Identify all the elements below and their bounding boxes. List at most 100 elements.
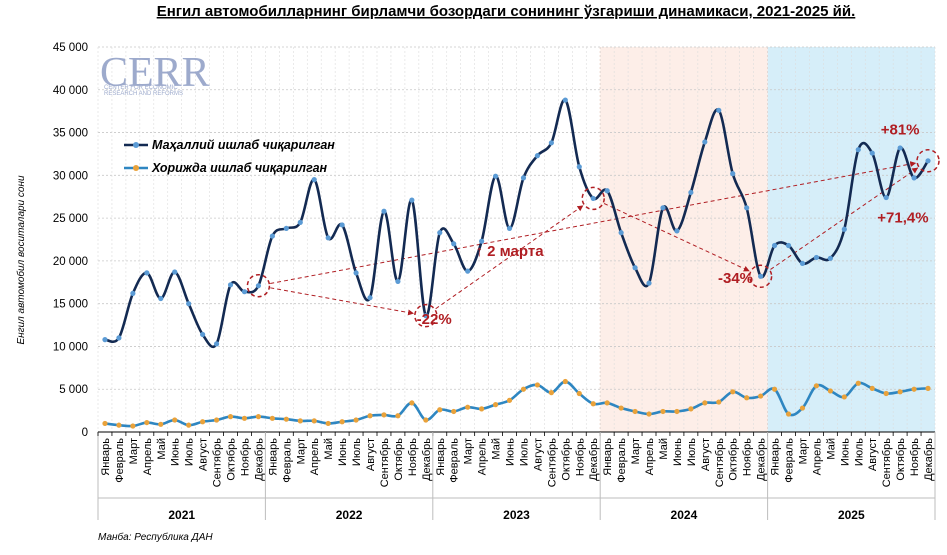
- data-point-series-0: [241, 289, 248, 295]
- x-tick-label: Март: [463, 438, 475, 464]
- y-tick-label: 25 000: [53, 213, 88, 225]
- x-tick-label: Сентябрь: [546, 438, 558, 488]
- x-tick-label: Апрель: [309, 438, 321, 476]
- y-tick-label: 45 000: [53, 42, 88, 54]
- data-point-series-1: [381, 412, 387, 418]
- data-point-series-0: [200, 331, 206, 338]
- data-point-series-0: [381, 208, 387, 214]
- x-tick-label: Декабрь: [756, 438, 768, 481]
- legend-marker-local: [133, 142, 139, 148]
- x-tick-label: Июнь: [505, 438, 517, 466]
- x-tick-label: Август: [198, 438, 210, 471]
- data-point-series-0: [506, 225, 513, 231]
- data-point-series-0: [799, 260, 806, 267]
- data-point-series-0: [311, 177, 317, 183]
- year-label: 2021: [168, 508, 195, 522]
- y-tick-label: 5 000: [59, 384, 88, 396]
- x-tick-label: Декабрь: [421, 438, 433, 481]
- data-point-series-1: [283, 416, 289, 422]
- x-tick-label: Июнь: [170, 438, 182, 466]
- data-point-series-0: [186, 301, 192, 307]
- data-point-series-0: [353, 270, 359, 276]
- data-point-series-0: [492, 173, 499, 179]
- data-point-series-0: [269, 233, 275, 239]
- data-point-series-0: [841, 226, 847, 232]
- data-point-series-0: [213, 341, 220, 347]
- y-tick-label: 30 000: [53, 170, 88, 182]
- x-tick-label: Декабрь: [923, 438, 935, 481]
- data-point-series-0: [813, 254, 820, 261]
- data-point-series-1: [158, 421, 164, 427]
- x-tick-label: Февраль: [114, 438, 126, 483]
- logo-subtext-2: RESEARCH AND REFORMS: [104, 91, 183, 97]
- x-tick-label: Январь: [100, 438, 112, 476]
- data-point-series-0: [674, 228, 680, 234]
- data-point-series-1: [869, 385, 875, 391]
- x-tick-label: Май: [156, 438, 168, 460]
- x-tick-label: Январь: [267, 438, 279, 476]
- data-point-series-1: [186, 422, 192, 428]
- x-tick-label: Апрель: [811, 438, 823, 476]
- x-tick-label: Ноябрь: [742, 438, 754, 476]
- logo-subtext-1: CENTER FOR ECONOMIC: [104, 85, 178, 91]
- data-point-series-0: [116, 335, 122, 341]
- data-point-series-1: [297, 418, 303, 424]
- x-tick-label: Август: [700, 438, 712, 471]
- source-note: Манба: Республика ДАН: [98, 531, 213, 543]
- x-tick-label: Май: [491, 438, 503, 460]
- x-tick-label: Ноябрь: [574, 438, 586, 476]
- data-point-series-1: [925, 385, 931, 391]
- data-point-series-1: [799, 405, 806, 411]
- legend-label-local: Маҳаллий ишлаб чиқарилган: [152, 138, 335, 152]
- data-point-series-1: [660, 408, 666, 415]
- x-tick-label: Июнь: [672, 438, 684, 466]
- x-tick-label: Июнь: [839, 438, 851, 466]
- data-point-series-0: [604, 188, 610, 194]
- data-point-series-1: [144, 419, 150, 426]
- annotation-circles: [246, 149, 940, 328]
- annotation-circle: [246, 273, 271, 298]
- data-point-series-1: [520, 386, 527, 392]
- data-point-series-1: [325, 420, 331, 427]
- annotation-label: ↑ 2 марта: [475, 243, 544, 260]
- x-tick-label: Май: [658, 438, 670, 460]
- data-point-series-0: [479, 238, 485, 244]
- data-point-series-1: [576, 390, 582, 397]
- y-tick-label: 10 000: [53, 341, 88, 353]
- data-point-series-1: [395, 413, 401, 419]
- x-tick-label: Май: [825, 438, 837, 460]
- data-point-series-1: [311, 418, 317, 424]
- axes: 0 5 000 10 000 15 000 20 000 25 000 30 000 35 0…: [53, 42, 936, 522]
- x-tick-label: Март: [295, 438, 307, 464]
- data-point-series-0: [702, 139, 708, 145]
- annotation-circle: [414, 303, 438, 328]
- data-point-series-1: [213, 417, 220, 423]
- data-point-series-0: [395, 278, 401, 285]
- data-point-series-0: [925, 158, 931, 164]
- x-tick-label: Февраль: [784, 438, 796, 483]
- year-label: 2025: [838, 508, 865, 522]
- data-point-series-0: [855, 147, 861, 153]
- data-point-series-1: [423, 417, 429, 423]
- data-point-series-0: [325, 235, 331, 241]
- data-point-series-0: [562, 97, 568, 103]
- data-point-series-0: [688, 189, 694, 196]
- annotation-arrow: [603, 203, 750, 272]
- x-tick-label: Июль: [686, 438, 698, 466]
- data-point-series-1: [911, 386, 917, 392]
- data-point-series-1: [465, 404, 471, 410]
- year-label: 2024: [671, 508, 698, 522]
- legend-marker-foreign: [133, 165, 139, 171]
- y-tick-label: 15 000: [53, 299, 88, 311]
- chart-title: Енгил автомобилларнинг бирламчи бозордаг…: [157, 3, 856, 20]
- x-tick-label: Июль: [351, 438, 363, 466]
- x-tick-label: Август: [532, 438, 544, 471]
- x-tick-label: Январь: [435, 438, 447, 476]
- data-point-series-0: [409, 197, 415, 203]
- data-point-series-1: [200, 419, 206, 425]
- annotation-circle: [916, 149, 940, 173]
- series-group: [102, 97, 931, 429]
- data-point-series-1: [618, 405, 624, 411]
- data-point-series-1: [172, 417, 178, 423]
- gridlines: [97, 46, 936, 432]
